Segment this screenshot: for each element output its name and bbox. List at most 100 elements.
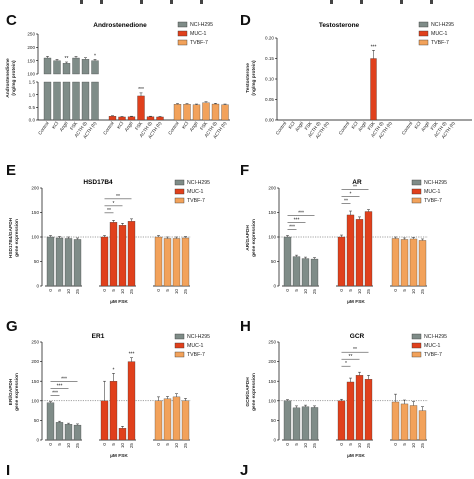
significance-mark: ***: [298, 211, 304, 217]
x-tick-label: 5: [111, 289, 116, 292]
y-tick-label: 250: [268, 340, 276, 345]
bar: [108, 116, 117, 121]
bar: [355, 219, 364, 287]
y-tick-label: 0.20: [265, 36, 274, 41]
x-tick-label: 5: [402, 443, 407, 446]
x-tick-label: FSK: [304, 120, 314, 131]
x-tick-label: FSK: [134, 120, 144, 131]
x-tick-label: 10: [174, 443, 179, 449]
x-tick-label: KCl: [350, 121, 358, 130]
legend-swatch: [177, 30, 188, 37]
cropped-mark: [430, 0, 433, 4]
legend-label: NCI-H295: [190, 22, 213, 28]
y-axis-label: ERl/GAPDH: [8, 378, 14, 405]
y-axis-label: gene expression: [251, 373, 257, 411]
x-tick-label: 5: [348, 289, 353, 292]
significance-mark: ***: [371, 44, 377, 50]
legend-label: MUC-1: [187, 189, 204, 195]
y-tick-label: 100: [27, 72, 35, 77]
x-tick-label: Control: [102, 121, 115, 136]
x-tick-label: 0: [48, 289, 53, 292]
x-tick-label: 25: [312, 289, 317, 295]
bar: [400, 239, 409, 287]
x-axis-label: µM FSK: [110, 453, 128, 459]
x-axis-label: µM FSK: [347, 453, 365, 459]
x-tick-label: 0: [285, 443, 290, 446]
panel-label-i: I: [6, 462, 11, 479]
x-tick-label: 25: [129, 289, 134, 295]
legend-label: MUC-1: [190, 31, 207, 37]
x-tick-label: 10: [411, 289, 416, 295]
cropped-mark: [100, 0, 103, 4]
legend-swatch: [174, 179, 185, 186]
legend-swatch: [411, 188, 422, 195]
y-tick-label: 150: [27, 58, 35, 63]
x-tick-label: 25: [183, 443, 188, 449]
bar: [283, 236, 292, 287]
panel-label-g: G: [6, 318, 18, 335]
y-tick-label: 200: [31, 359, 39, 364]
x-axis-label: µM FSK: [347, 299, 365, 305]
significance-mark: ***: [61, 377, 67, 383]
y-tick-label: 100: [268, 235, 276, 240]
legend-label: MUC-1: [424, 343, 441, 349]
x-tick-label: Control: [275, 121, 288, 136]
bar: [283, 400, 292, 441]
bar: [62, 81, 71, 121]
legend-swatch: [411, 179, 422, 186]
x-tick-label: 0: [393, 289, 398, 292]
x-tick-label: Control: [401, 121, 414, 136]
bar: [221, 104, 229, 121]
y-tick-label: 0: [273, 438, 276, 443]
legend-label: MUC-1: [431, 31, 448, 37]
chart-title: AR: [352, 179, 362, 186]
x-tick-label: 10: [66, 443, 71, 449]
bar: [183, 104, 191, 121]
significance-mark: *: [113, 201, 115, 207]
bar: [346, 381, 355, 441]
bar: [81, 81, 90, 121]
bar: [154, 400, 163, 441]
y-tick-label: 150: [268, 210, 276, 215]
panel-label-c: C: [6, 12, 17, 29]
legend-swatch: [418, 21, 429, 28]
y-axis-label: (ng/mg protein): [11, 60, 17, 96]
y-tick-label: 0: [273, 284, 276, 289]
cropped-mark: [400, 0, 403, 4]
bar: [100, 400, 109, 441]
bar: [391, 401, 400, 441]
x-tick-label: KCl: [181, 121, 189, 130]
x-tick-label: 0: [102, 443, 107, 446]
bar: [127, 361, 136, 441]
legend-swatch: [174, 351, 185, 358]
x-tick-label: FSK: [199, 120, 209, 131]
significance-mark: ***: [57, 384, 63, 390]
y-tick-label: 0.0: [29, 118, 36, 123]
legend-label: TVBF-7: [187, 198, 205, 204]
significance-mark: ***: [52, 391, 58, 397]
y-axis-label: HSD17B4/GAPDH: [8, 217, 14, 258]
x-tick-label: 5: [57, 289, 62, 292]
significance-mark: ***: [289, 225, 295, 231]
significance-mark: **: [344, 199, 348, 205]
x-tick-label: 0: [156, 443, 161, 446]
legend-label: NCI-H295: [187, 334, 210, 340]
bar: [301, 406, 310, 441]
bar: [53, 81, 61, 121]
legend-swatch: [174, 197, 185, 204]
x-tick-label: KCl: [413, 121, 421, 130]
bar: [109, 381, 118, 441]
x-tick-label: 5: [111, 443, 116, 446]
y-axis-label: (ng/mg protein): [251, 60, 257, 96]
x-tick-label: Control: [338, 121, 351, 136]
significance-mark: ***: [138, 87, 144, 93]
x-tick-label: AngII: [59, 121, 69, 133]
cropped-mark: [360, 0, 363, 4]
legend-label: TVBF-7: [190, 40, 208, 46]
x-tick-label: KCl: [116, 121, 124, 130]
bar: [64, 424, 73, 441]
bar: [181, 237, 190, 287]
